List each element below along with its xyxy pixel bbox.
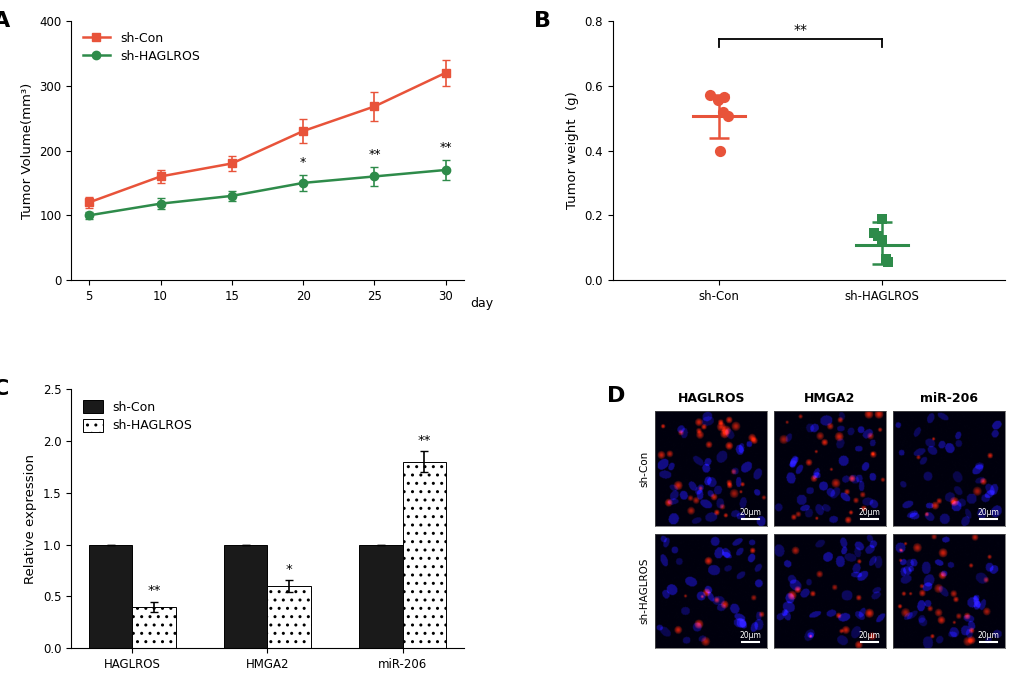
Text: 20μm: 20μm	[858, 631, 879, 640]
Point	[710, 145, 727, 156]
Legend: sh-Con, sh-HAGLROS: sh-Con, sh-HAGLROS	[77, 27, 205, 68]
Text: 20μm: 20μm	[739, 631, 761, 640]
Bar	[224, 544, 267, 648]
Bar	[359, 544, 403, 648]
Text: **: **	[147, 584, 161, 597]
Text: sh-Con: sh-Con	[639, 450, 649, 487]
Bar	[132, 606, 175, 648]
Y-axis label: Tumor Volume(mm³): Tumor Volume(mm³)	[20, 82, 34, 219]
Text: 20μm: 20μm	[976, 508, 999, 517]
Text: *: *	[285, 562, 292, 576]
Point	[876, 254, 893, 265]
Text: B: B	[534, 10, 550, 31]
Point	[715, 91, 732, 102]
Text: 20μm: 20μm	[739, 508, 761, 517]
Text: **: **	[439, 141, 451, 154]
Text: day: day	[470, 297, 493, 309]
Text: miR-206: miR-206	[919, 392, 977, 406]
Point	[873, 234, 890, 245]
Point	[879, 256, 896, 268]
Bar	[267, 586, 311, 648]
Text: C: C	[0, 378, 9, 399]
Text: 20μm: 20μm	[858, 508, 879, 517]
Point	[873, 213, 890, 224]
Y-axis label: Tumor weight  (g): Tumor weight (g)	[566, 91, 578, 209]
Point	[702, 90, 718, 101]
Text: HMGA2: HMGA2	[804, 392, 855, 406]
Text: **: **	[793, 23, 807, 37]
Point	[719, 111, 736, 122]
Text: HAGLROS: HAGLROS	[677, 392, 744, 406]
Text: *: *	[300, 155, 306, 169]
Text: **: **	[368, 148, 380, 161]
Bar	[403, 461, 445, 648]
Point	[865, 227, 881, 238]
Text: **: **	[417, 434, 430, 447]
Text: 20μm: 20μm	[976, 631, 999, 640]
Text: D: D	[607, 385, 626, 406]
Text: A: A	[0, 10, 10, 31]
Legend: sh-Con, sh-HAGLROS: sh-Con, sh-HAGLROS	[77, 395, 198, 438]
Point	[714, 106, 731, 117]
Bar	[89, 544, 132, 648]
Point	[708, 95, 725, 106]
Y-axis label: Relative expression: Relative expression	[24, 454, 38, 583]
Text: sh-HAGLROS: sh-HAGLROS	[639, 558, 649, 625]
Point	[868, 231, 884, 242]
